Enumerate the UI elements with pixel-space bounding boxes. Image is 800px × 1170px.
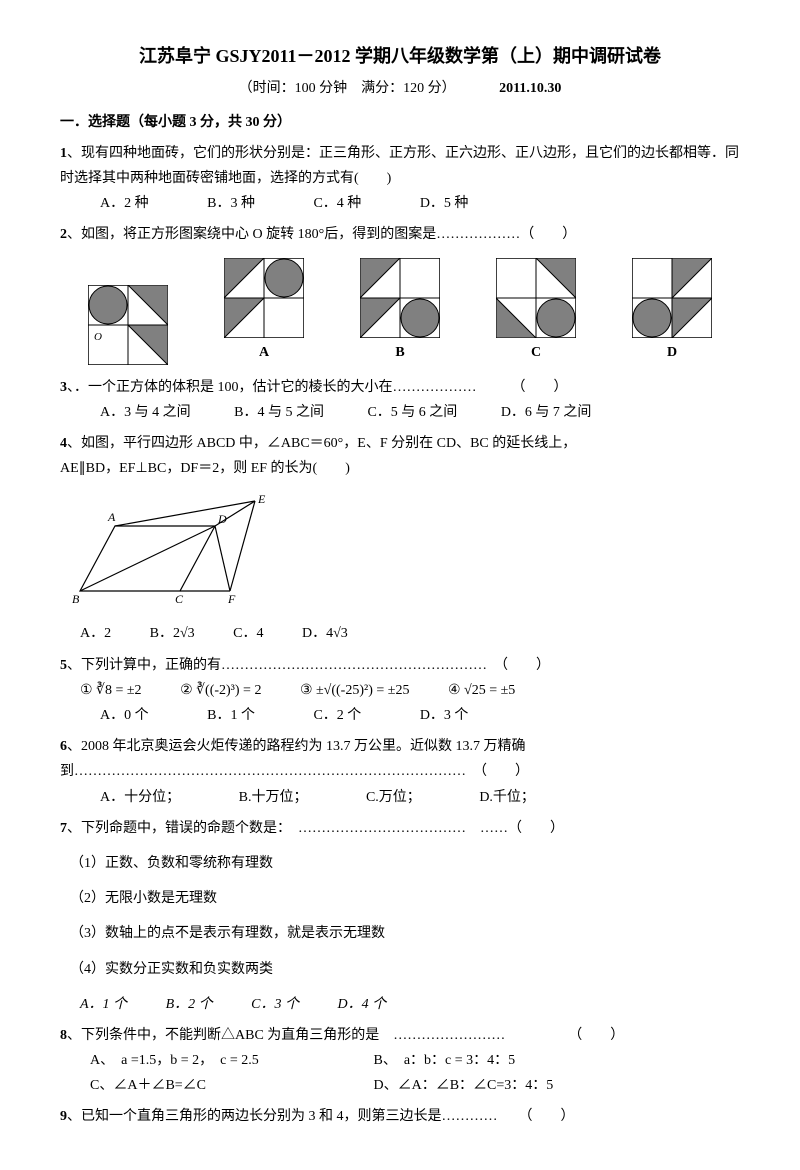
q5-text: 、下列计算中，正确的有………………………………………………… （ ） bbox=[67, 658, 550, 673]
q7-opt-a: A．1 个 bbox=[80, 992, 127, 1017]
q2-fig-c: C bbox=[496, 258, 576, 365]
q6-opt-b: B.十万位； bbox=[239, 785, 308, 810]
question-1: 1、现有四种地面砖，它们的形状分别是：正三角形、正方形、正六边形、正八边形，且它… bbox=[60, 141, 740, 217]
q2-num: 2 bbox=[60, 227, 67, 242]
q7-num: 7 bbox=[60, 821, 67, 836]
q5-item-4: ④ √25 = ±5 bbox=[448, 678, 515, 703]
q8-opt-d: D、∠A：∠B：∠C=3：4：5 bbox=[374, 1073, 654, 1098]
q2-label-b: B bbox=[360, 340, 440, 365]
q4-figure: A B C D E F bbox=[60, 491, 740, 611]
q3-num: 3 bbox=[60, 380, 67, 395]
q8-opt-c: C、∠A＋∠B=∠C bbox=[90, 1073, 370, 1098]
svg-text:D: D bbox=[217, 512, 227, 526]
q5-options: A．0 个 B．1 个 C．2 个 D．3 个 bbox=[100, 703, 740, 728]
question-5: 5、下列计算中，正确的有………………………………………………… （ ） ① ∛8… bbox=[60, 653, 740, 729]
question-7: 7、下列命题中，错误的命题个数是： ……………………………… ……（ ） （1）… bbox=[60, 816, 740, 1017]
question-6: 6、2008 年北京奥运会火炬传递的路程约为 13.7 万公里。近似数 13.7… bbox=[60, 734, 740, 810]
q7-sub-4: （4）实数分正实数和负实数两类 bbox=[70, 957, 740, 982]
date-label: 2011.10.30 bbox=[499, 76, 561, 101]
q3-opt-d: D．6 与 7 之间 bbox=[501, 400, 592, 425]
q4-text-a: 、如图，平行四边形 ABCD 中，∠ABC＝60°，E、F 分别在 CD、BC … bbox=[67, 436, 576, 451]
q7-opt-d: D．4 个 bbox=[337, 992, 386, 1017]
q5-opt-d: D．3 个 bbox=[420, 703, 469, 728]
svg-text:O: O bbox=[94, 331, 102, 343]
q9-text: 、已知一个直角三角形的两边长分别为 3 和 4，则第三边长是………… （ ） bbox=[67, 1109, 575, 1124]
q4-opt-b: B．2√3 bbox=[150, 621, 195, 646]
q7-sub-1: （1）正数、负数和零统称有理数 bbox=[70, 851, 740, 876]
q8-opt-a: A、 a =1.5，b = 2， c = 2.5 bbox=[90, 1048, 370, 1073]
q7-opt-c: C．3 个 bbox=[251, 992, 299, 1017]
q6-num: 6 bbox=[60, 739, 67, 754]
q1-opt-c: C．4 种 bbox=[313, 191, 361, 216]
q3-text: 、．一个正方体的体积是 100，估计它的棱长的大小在……………… （ ） bbox=[67, 380, 568, 395]
q6-opt-a: A．十分位； bbox=[100, 785, 180, 810]
q7-opt-b: B．2 个 bbox=[166, 992, 213, 1017]
q2-figures: O A B C bbox=[60, 258, 740, 365]
q7-options: A．1 个 B．2 个 C．3 个 D．4 个 bbox=[80, 992, 740, 1017]
svg-text:F: F bbox=[227, 592, 236, 606]
q2-fig-b: B bbox=[360, 258, 440, 365]
question-3: 3、．一个正方体的体积是 100，估计它的棱长的大小在……………… （ ） A．… bbox=[60, 375, 740, 425]
question-2: 2、如图，将正方形图案绕中心 O 旋转 180°后，得到的图案是………………（ … bbox=[60, 222, 740, 247]
svg-text:A: A bbox=[107, 510, 116, 524]
q2-label-a: A bbox=[224, 340, 304, 365]
q5-opt-a: A．0 个 bbox=[100, 703, 149, 728]
q9-num: 9 bbox=[60, 1109, 67, 1124]
q7-sub-3: （3）数轴上的点不是表示有理数，就是表示无理数 bbox=[70, 921, 740, 946]
q1-num: 1 bbox=[60, 146, 67, 161]
q4-opt-d: D．4√3 bbox=[302, 621, 348, 646]
page-title: 江苏阜宁 GSJY2011－2012 学期八年级数学第（上）期中调研试卷 bbox=[60, 40, 740, 72]
q5-opt-b: B．1 个 bbox=[207, 703, 255, 728]
q2-fig-original: O bbox=[88, 285, 168, 365]
q5-item-2: ② ∛((-2)³) = 2 bbox=[180, 678, 261, 703]
q8-num: 8 bbox=[60, 1028, 67, 1043]
q5-items: ① ∛8 = ±2 ② ∛((-2)³) = 2 ③ ±√((-25)²) = … bbox=[80, 678, 740, 703]
question-9: 9、已知一个直角三角形的两边长分别为 3 和 4，则第三边长是………… （ ） bbox=[60, 1104, 740, 1129]
q8-row-2: C、∠A＋∠B=∠C D、∠A：∠B：∠C=3：4：5 bbox=[90, 1073, 740, 1098]
q7-sub-2: （2）无限小数是无理数 bbox=[70, 886, 740, 911]
q2-text: 、如图，将正方形图案绕中心 O 旋转 180°后，得到的图案是………………（ ） bbox=[67, 227, 576, 242]
q8-text: 、下列条件中，不能判断△ABC 为直角三角形的是 …………………… （ ） bbox=[67, 1028, 624, 1043]
svg-text:C: C bbox=[175, 592, 184, 606]
q1-opt-b: B．3 种 bbox=[207, 191, 255, 216]
q4-num: 4 bbox=[60, 436, 67, 451]
q2-fig-a: A bbox=[224, 258, 304, 365]
q5-num: 5 bbox=[60, 658, 67, 673]
q6-text-b: 到………………………………………………………………………… （ ） bbox=[60, 759, 740, 784]
page-subtitle: （时间：100 分钟 满分：120 分） 2011.10.30 bbox=[60, 76, 740, 101]
q8-row-1: A、 a =1.5，b = 2， c = 2.5 B、 a：b：c = 3：4：… bbox=[90, 1048, 740, 1073]
q1-text: 、现有四种地面砖，它们的形状分别是：正三角形、正方形、正六边形、正八边形，且它们… bbox=[60, 146, 739, 186]
section-1-header: 一．选择题（每小题 3 分，共 30 分） bbox=[60, 110, 740, 135]
q4-text-b: AE∥BD，EF⊥BC，DF＝2，则 EF 的长为( ) bbox=[60, 456, 740, 481]
q4-options: A．2 B．2√3 C．4 D．4√3 bbox=[80, 621, 740, 646]
q7-text: 、下列命题中，错误的命题个数是： ……………………………… ……（ ） bbox=[67, 821, 564, 836]
time-label: （时间：100 分钟 满分：120 分） bbox=[239, 81, 456, 96]
q6-opt-c: C.万位； bbox=[366, 785, 421, 810]
q2-label-c: C bbox=[496, 340, 576, 365]
q3-opt-c: C．5 与 6 之间 bbox=[367, 400, 457, 425]
question-8: 8、下列条件中，不能判断△ABC 为直角三角形的是 …………………… （ ） A… bbox=[60, 1023, 740, 1099]
svg-text:E: E bbox=[257, 492, 266, 506]
q4-opt-a: A．2 bbox=[80, 621, 111, 646]
q5-opt-c: C．2 个 bbox=[313, 703, 361, 728]
q5-item-1: ① ∛8 = ±2 bbox=[80, 678, 142, 703]
q3-opt-a: A．3 与 4 之间 bbox=[100, 400, 191, 425]
svg-text:B: B bbox=[72, 592, 80, 606]
q3-opt-b: B．4 与 5 之间 bbox=[234, 400, 324, 425]
q4-opt-c: C．4 bbox=[233, 621, 263, 646]
question-4: 4、如图，平行四边形 ABCD 中，∠ABC＝60°，E、F 分别在 CD、BC… bbox=[60, 431, 740, 481]
q6-options: A．十分位； B.十万位； C.万位； D.千位； bbox=[100, 785, 740, 810]
q6-opt-d: D.千位； bbox=[479, 785, 535, 810]
q5-item-3: ③ ±√((-25)²) = ±25 bbox=[300, 678, 410, 703]
q8-opt-b: B、 a：b：c = 3：4：5 bbox=[374, 1048, 654, 1073]
q2-fig-d: D bbox=[632, 258, 712, 365]
q1-options: A．2 种 B．3 种 C．4 种 D．5 种 bbox=[100, 191, 740, 216]
q3-options: A．3 与 4 之间 B．4 与 5 之间 C．5 与 6 之间 D．6 与 7… bbox=[100, 400, 740, 425]
q1-opt-d: D．5 种 bbox=[420, 191, 469, 216]
q2-label-d: D bbox=[632, 340, 712, 365]
q1-opt-a: A．2 种 bbox=[100, 191, 149, 216]
q6-text-a: 、2008 年北京奥运会火炬传递的路程约为 13.7 万公里。近似数 13.7 … bbox=[67, 739, 526, 754]
